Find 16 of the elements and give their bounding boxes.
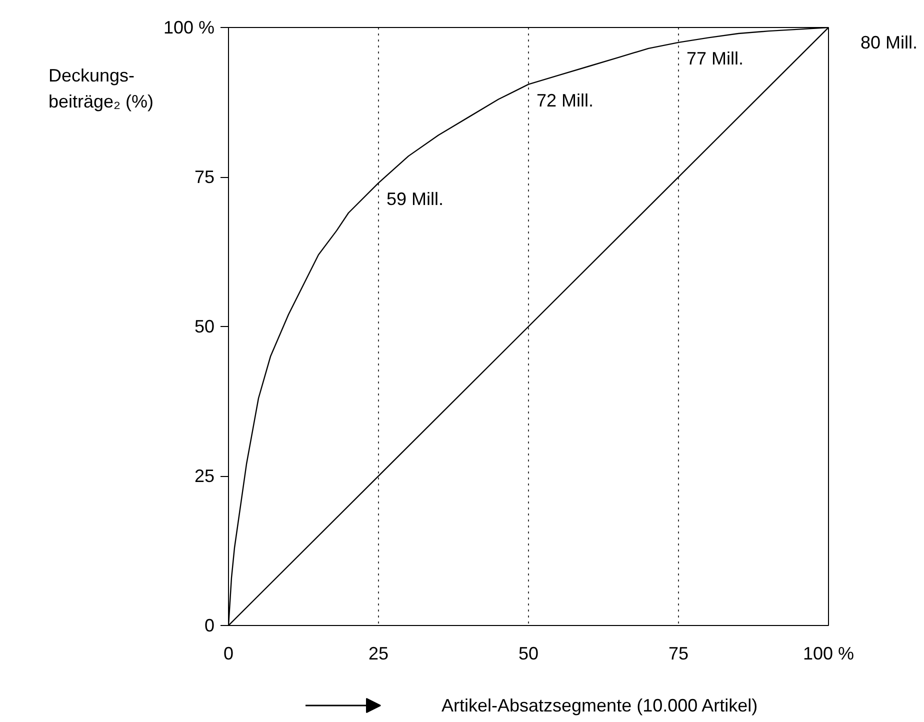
x-tick-label: 50 <box>518 644 539 664</box>
y-tick-label: 25 <box>194 466 215 486</box>
y-axis-title: Deckungs- beiträge₂ (%) <box>48 66 154 112</box>
y-tick-label: 50 <box>194 316 215 336</box>
x-tick-label: 25 <box>368 644 389 664</box>
y-tick-label: 100 % <box>163 18 215 38</box>
x-tick-label: 75 <box>668 644 689 664</box>
annotation: 59 Mill. <box>386 188 444 209</box>
x-tick-label: 0 <box>223 644 234 664</box>
annotation: 72 Mill. <box>536 90 594 110</box>
x-axis-title: Artikel-Absatzsegmente (10.000 Artikel) <box>442 696 758 716</box>
annotation: 80 Mill. <box>860 32 918 53</box>
y-tick-label: 0 <box>204 616 215 636</box>
y-tick-label: 75 <box>194 167 215 187</box>
annotation: 77 Mill. <box>686 48 744 68</box>
x-tick-label: 100 % <box>802 644 854 664</box>
